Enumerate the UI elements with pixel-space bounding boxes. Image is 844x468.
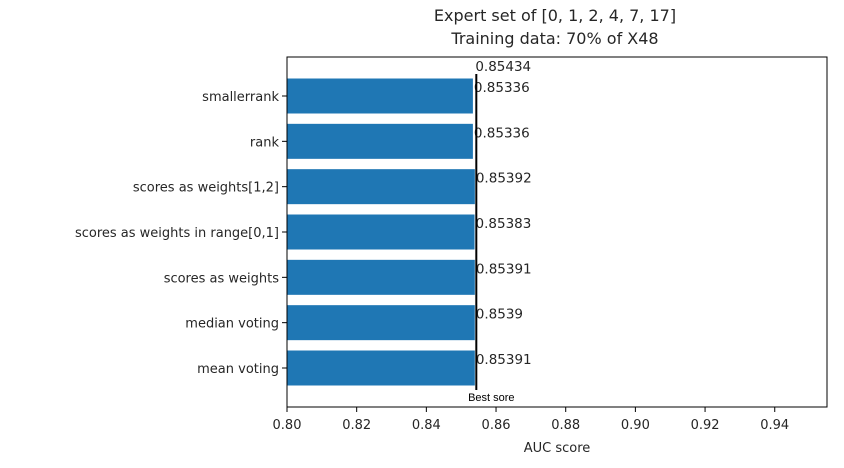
x-axis-label: AUC score xyxy=(524,441,591,456)
y-tick-label: mean voting xyxy=(197,362,279,377)
x-tick-label: 0.94 xyxy=(760,418,789,433)
bar xyxy=(287,169,475,205)
x-tick-label: 0.84 xyxy=(412,418,441,433)
x-tick-label: 0.80 xyxy=(273,418,302,433)
x-tick-label: 0.90 xyxy=(621,418,650,433)
y-axis: smallerrank rank scores as weights[1,2] sco… xyxy=(75,90,287,377)
bar-value-label: 0.85383 xyxy=(476,216,532,232)
y-tick-label: scores as weights in range[0,1] xyxy=(75,226,279,241)
x-tick-label: 0.92 xyxy=(691,418,720,433)
bar xyxy=(287,350,475,386)
chart-title: Expert set of [0, 1, 2, 4, 7, 17] xyxy=(434,6,676,25)
y-tick-label: scores as weights xyxy=(164,271,280,286)
y-tick-label: rank xyxy=(250,135,280,150)
chart-subtitle: Training data: 70% of X48 xyxy=(450,29,658,48)
bar xyxy=(287,305,475,341)
bar-value-label: 0.85336 xyxy=(474,125,530,141)
best-score-value-label: 0.85434 xyxy=(475,59,531,75)
bar-value-label: 0.85392 xyxy=(476,171,532,187)
bar-value-label: 0.85391 xyxy=(476,352,532,368)
y-tick-label: smallerrank xyxy=(202,90,279,105)
x-axis: 0.80 0.82 0.84 0.86 0.88 0.90 0.92 0.94 xyxy=(273,407,789,433)
bar xyxy=(287,259,475,295)
y-tick-label: median voting xyxy=(185,317,279,332)
bar xyxy=(287,123,473,159)
y-tick-label: scores as weights[1,2] xyxy=(133,181,279,196)
bar xyxy=(287,214,475,250)
bar xyxy=(287,78,473,114)
bar-value-label: 0.85336 xyxy=(474,80,530,96)
bar-value-label: 0.85391 xyxy=(476,261,532,277)
bar-value-label: 0.8539 xyxy=(476,307,523,323)
x-tick-label: 0.82 xyxy=(342,418,371,433)
x-tick-label: 0.86 xyxy=(482,418,511,433)
best-score-label: Best sore xyxy=(468,392,514,404)
reference-layer: 0.85434 Best sore xyxy=(468,59,531,404)
x-tick-label: 0.88 xyxy=(551,418,580,433)
bars-layer: 0.85336 0.85336 0.85392 0.85383 0.85391 0.853… xyxy=(287,78,532,386)
